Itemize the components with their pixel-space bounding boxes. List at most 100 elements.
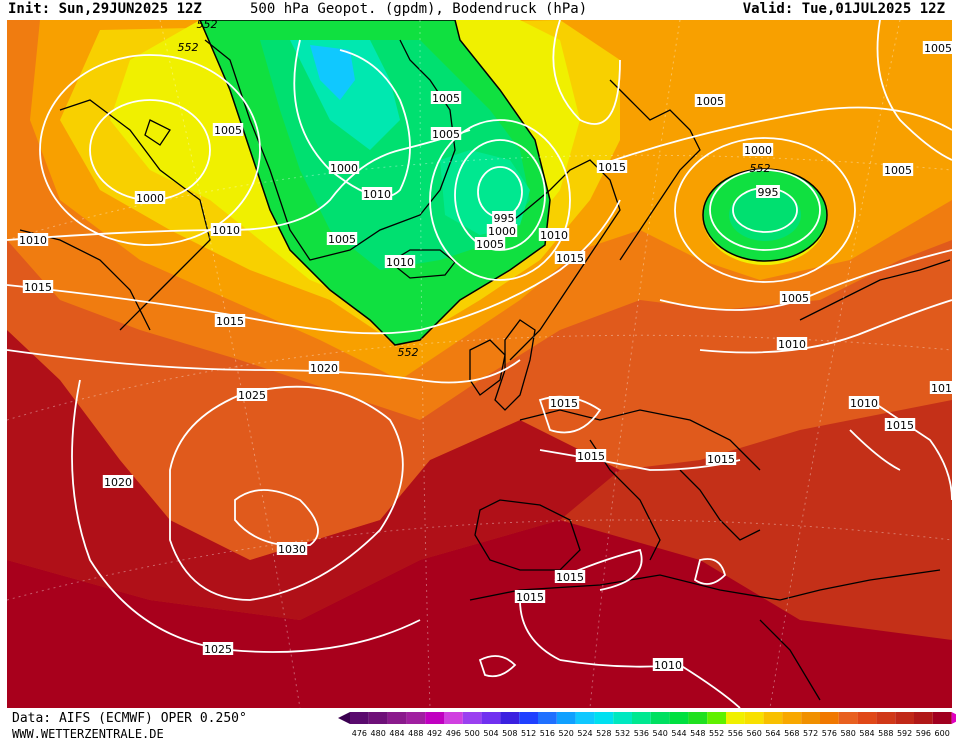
isobar-label: 1015 — [216, 315, 244, 328]
scale-swatch — [744, 712, 764, 724]
isobar-label-bg — [884, 418, 916, 431]
isobar-label-bg — [328, 161, 360, 174]
scale-label: 576 — [822, 729, 837, 738]
isobar-label: 1010 — [19, 234, 47, 247]
isobar-label-bg — [554, 570, 586, 583]
scale-label: 504 — [483, 729, 498, 738]
isobar-label: 1015 — [707, 453, 735, 466]
isobar-label-bg — [779, 291, 811, 304]
scale-label: 524 — [577, 729, 592, 738]
field-584-south — [7, 520, 952, 708]
scale-label: 596 — [916, 729, 931, 738]
scale-label: 520 — [559, 729, 574, 738]
scale-swatch — [594, 712, 614, 724]
scale-label: 556 — [728, 729, 743, 738]
scale-label: 492 — [427, 729, 442, 738]
isobar-label: 1015 — [577, 450, 605, 463]
isobar-label-bg — [134, 191, 166, 204]
scale-swatch — [932, 712, 952, 724]
scale-label: 528 — [596, 729, 611, 738]
scale-swatch — [707, 712, 726, 724]
isobar-label: 1005 — [476, 238, 504, 251]
isobar-label: 1020 — [310, 362, 338, 375]
geopotential-label: 552 — [197, 20, 218, 31]
isobar-label: 1015 — [556, 571, 584, 584]
scale-label: 512 — [521, 729, 536, 738]
scale-label: 564 — [765, 729, 780, 738]
isobar-label: 1005 — [884, 164, 912, 177]
isobar-label-bg — [430, 91, 462, 104]
scale-swatch — [444, 712, 463, 724]
isobar-label: 1000 — [488, 225, 516, 238]
scale-arrow-right — [951, 712, 956, 724]
isobar-label-bg — [848, 396, 880, 409]
scale-swatch — [613, 712, 632, 724]
color-scale: 476 480 484 488 492 496 500 504 508 512 516 520 524 5… — [338, 712, 956, 738]
isobar-label: 1010 — [363, 188, 391, 201]
scale-swatch — [669, 712, 689, 724]
scale-label: 516 — [540, 729, 555, 738]
scale-swatch — [519, 712, 538, 724]
isobar-label: 995 — [494, 212, 515, 225]
scale-swatch — [368, 712, 388, 724]
isobar-label-bg — [361, 187, 393, 200]
scale-label: 536 — [634, 729, 649, 738]
isobar-label: 1030 — [278, 543, 306, 556]
coastlines — [19, 39, 951, 701]
scale-swatch — [838, 712, 858, 724]
scale-label: 560 — [747, 729, 762, 738]
isobar-label: 1010 — [778, 338, 806, 351]
data-source: Data: AIFS (ECMWF) OPER 0.250° — [12, 711, 247, 726]
scale-label: 568 — [784, 729, 799, 738]
isobar-label: 1000 — [136, 192, 164, 205]
isobar-label-bg — [705, 452, 737, 465]
isobar-label-bg — [742, 143, 774, 156]
map-footer: Data: AIFS (ECMWF) OPER 0.250° WWW.WETTE… — [0, 708, 959, 741]
isobar-label: 1010 — [212, 224, 240, 237]
geopotential-label: 552 — [750, 162, 771, 175]
isobar-label: 1015 — [550, 397, 578, 410]
isobar-label-bg — [776, 337, 808, 350]
field-588-west — [7, 330, 620, 620]
scale-label: 580 — [841, 729, 856, 738]
isobar-label-bg — [514, 590, 546, 603]
isobar-label: 1010 — [654, 659, 682, 672]
scale-swatch — [801, 712, 820, 724]
weather-map: 1005 1005 1005 1005 1005 1005 1005 1005 1005 1000… — [7, 20, 952, 708]
scale-label: 572 — [803, 729, 818, 738]
map-title: 500 hPa Geopot. (gpdm), Bodendruck (hPa) — [250, 1, 588, 17]
scale-swatch — [406, 712, 426, 724]
scale-label: 488 — [408, 729, 423, 738]
isobar-label: 1005 — [924, 42, 952, 55]
isobar-label-bg — [214, 314, 246, 327]
isobar-label: 1005 — [432, 128, 460, 141]
scale-swatch — [820, 712, 839, 724]
scale-label: 484 — [389, 729, 404, 738]
scale-label: 584 — [859, 729, 874, 738]
valid-time: Valid: Tue,01JUL2025 12Z — [742, 1, 945, 17]
scale-swatch — [350, 712, 369, 724]
isobar-label-bg — [17, 233, 49, 246]
scale-label: 508 — [502, 729, 517, 738]
init-time: Init: Sun,29JUN2025 12Z — [8, 1, 202, 17]
scale-swatch — [425, 712, 444, 724]
website-credit: WWW.WETTERZENTRALE.DE — [12, 727, 164, 741]
scale-swatch — [538, 712, 557, 724]
isobar-label-bg — [236, 388, 268, 401]
isobar-label-bg — [308, 361, 340, 374]
cold-trough-528 — [310, 45, 355, 100]
scale-swatch — [556, 712, 576, 724]
scale-swatch — [726, 712, 745, 724]
isobar-label-bg — [548, 396, 580, 409]
scale-label: 548 — [690, 729, 705, 738]
isobar-label-bg — [384, 255, 416, 268]
scale-label: 500 — [465, 729, 480, 738]
isobar-label-bg — [694, 94, 726, 107]
scale-swatch — [632, 712, 651, 724]
isobar-label-bg — [326, 232, 358, 245]
scale-swatch — [575, 712, 595, 724]
isobar-label: 1020 — [104, 476, 132, 489]
isobar-label: 1005 — [432, 92, 460, 105]
